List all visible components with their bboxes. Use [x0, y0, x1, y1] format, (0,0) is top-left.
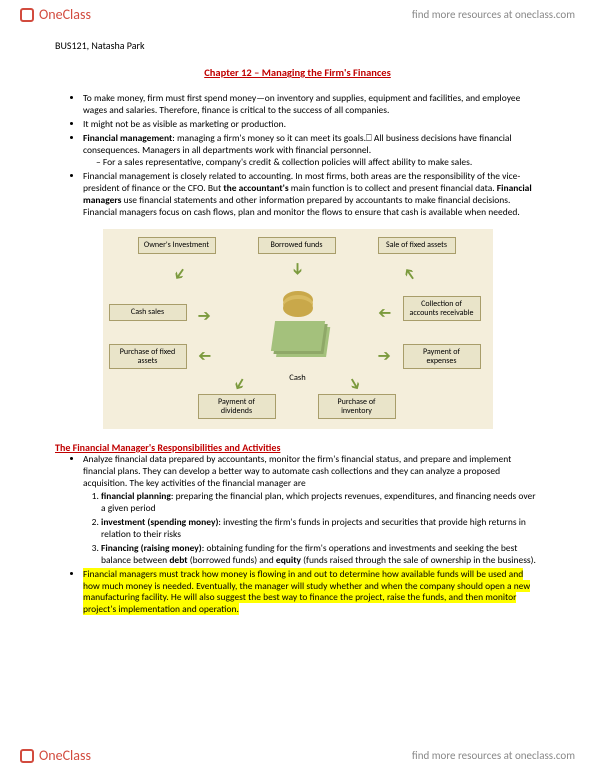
term: the accountant's: [223, 182, 288, 194]
text: use financial statements and other infor…: [83, 194, 520, 218]
square-icon: [20, 8, 34, 22]
numbered-list: financial planning: preparing the financ…: [83, 491, 540, 566]
intro-bullets: To make money, firm must first spend mon…: [55, 93, 540, 219]
bullet-item: To make money, firm must first spend mon…: [83, 93, 540, 117]
text: (funds raised through the sale of owners…: [301, 554, 536, 566]
diagram-box: Purchase of inventory: [318, 394, 396, 420]
responsibilities-list: Analyze financial data prepared by accou…: [55, 454, 540, 616]
arrow-icon: ➔: [378, 346, 391, 366]
chapter-title: Chapter 12 – Managing the Firm's Finance…: [55, 66, 540, 79]
bullet-item-highlighted: Financial managers must track how money …: [83, 569, 540, 617]
term: Financing (raising money): [101, 542, 202, 554]
diagram-box: Borrowed funds: [258, 237, 336, 254]
diagram-box: Payment of dividends: [198, 394, 276, 420]
diagram-box: Sale of fixed assets: [378, 237, 456, 254]
course-header: BUS121, Natasha Park: [55, 39, 540, 52]
term: investment (spending money): [101, 516, 218, 528]
brand-footer: OneClass find more resources at oneclass…: [0, 741, 595, 770]
text: Analyze financial data prepared by accou…: [83, 453, 511, 489]
list-item: investment (spending money): investing t…: [101, 517, 540, 541]
arrow-icon: ➔: [397, 263, 421, 285]
arrow-icon: ➔: [287, 262, 307, 275]
bullet-item: Financial management is closely related …: [83, 171, 540, 219]
brand-name: OneClass: [39, 747, 91, 764]
diagram-box: Collection of accounts receivable: [403, 296, 481, 322]
list-item: Financing (raising money): obtaining fun…: [101, 543, 540, 567]
term: Financial management: [83, 132, 172, 144]
term: financial planning: [101, 490, 171, 502]
diagram-box: Owner's Investment: [138, 237, 216, 254]
sub-bullet: – For a sales representative, company's …: [83, 157, 540, 169]
diagram-box: Cash sales: [109, 304, 187, 321]
cash-graphic: Cash: [263, 289, 333, 369]
highlighted-text: Financial managers must track how money …: [83, 568, 530, 616]
arrow-icon: ➔: [198, 306, 211, 326]
term: equity: [276, 554, 301, 566]
brand-logo: OneClass: [20, 6, 91, 23]
bullet-item: It might not be as visible as marketing …: [83, 119, 540, 131]
arrow-icon: ➔: [378, 303, 391, 323]
arrow-icon: ➔: [342, 373, 366, 395]
brand-name: OneClass: [39, 6, 91, 23]
cash-label: Cash: [263, 373, 333, 383]
bullet-item: Analyze financial data prepared by accou…: [83, 454, 540, 567]
arrow-icon: ➔: [198, 346, 211, 366]
text: main function is to collect and present …: [289, 182, 497, 194]
bills-icon: [270, 321, 324, 351]
diagram-box: Payment of expenses: [403, 344, 481, 370]
square-icon: [20, 749, 34, 763]
brand-tagline: find more resources at oneclass.com: [412, 8, 575, 21]
arrow-icon: ➔: [227, 373, 251, 395]
arrow-icon: ➔: [167, 263, 191, 285]
text: (borrowed funds) and: [188, 554, 276, 566]
list-item: financial planning: preparing the financ…: [101, 491, 540, 515]
brand-tagline: find more resources at oneclass.com: [412, 749, 575, 762]
cash-flow-diagram: Owner's Investment Borrowed funds Sale o…: [103, 229, 493, 429]
page-content: BUS121, Natasha Park Chapter 12 – Managi…: [0, 29, 595, 658]
coins-icon: [283, 299, 313, 317]
bullet-item: Financial management: managing a firm's …: [83, 133, 540, 170]
brand-logo: OneClass: [20, 747, 91, 764]
brand-header: OneClass find more resources at oneclass…: [0, 0, 595, 29]
term: debt: [169, 554, 187, 566]
diagram-box: Purchase of fixed assets: [109, 344, 187, 370]
